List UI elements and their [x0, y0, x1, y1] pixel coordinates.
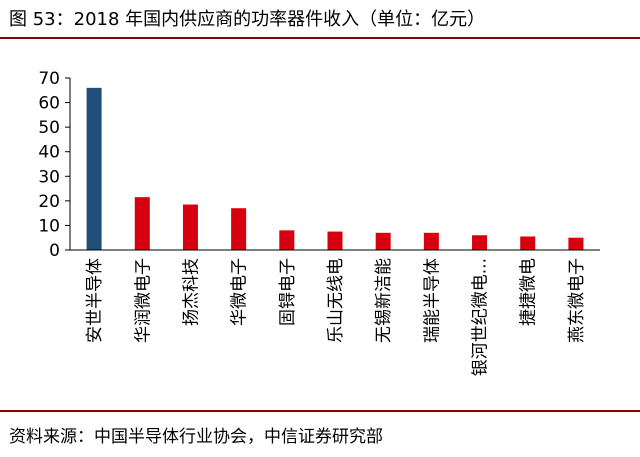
x-axis: 安世半导体 华润微电子 扬杰科技 华微电子 固锝电子 乐山无线电 无锡新洁能 瑞能半导体 银河世…	[85, 258, 587, 376]
y-tick-label: 0	[49, 241, 60, 261]
y-tick-label: 70	[38, 69, 60, 89]
y-tick-label: 60	[38, 94, 60, 114]
title-divider	[0, 37, 640, 39]
bar-series	[86, 87, 584, 250]
x-tick-label: 华润微电子	[133, 258, 153, 343]
x-tick-label: 无锡新洁能	[374, 258, 394, 343]
source-note: 资料来源：中国半导体行业协会，中信证券研究部	[9, 427, 383, 447]
chart-title: 图 53：2018 年国内供应商的功率器件收入（单位：亿元）	[9, 9, 486, 30]
x-tick-label: 银河世纪微电...	[471, 258, 491, 376]
y-tick-label: 50	[38, 118, 60, 138]
x-tick-label: 乐山无线电	[326, 258, 346, 343]
bar	[231, 208, 247, 250]
x-tick-label: 扬杰科技	[181, 258, 201, 326]
x-tick-label: 华微电子	[230, 258, 250, 326]
bar	[182, 204, 198, 250]
bar	[86, 87, 102, 250]
y-tick-label: 30	[38, 167, 60, 187]
y-tick-label: 40	[38, 143, 60, 163]
bar	[568, 237, 584, 250]
x-tick-label: 安世半导体	[85, 258, 105, 343]
bar	[472, 235, 488, 250]
bar	[327, 231, 343, 250]
bar	[375, 232, 391, 250]
source-divider	[0, 410, 640, 412]
bar-chart: 0 10 20 30 40 50 60 70 安世半导体 华润微电子 扬杰科技 华微电子 固锝电子 乐山…	[38, 69, 600, 376]
bar	[423, 232, 439, 250]
bar	[134, 197, 150, 250]
x-tick-label: 固锝电子	[278, 258, 298, 326]
x-tick-label: 瑞能半导体	[422, 258, 442, 343]
x-tick-label: 捷捷微电	[519, 258, 539, 326]
y-tick-label: 10	[38, 216, 60, 236]
y-tick-label: 20	[38, 192, 60, 212]
bar	[520, 236, 536, 250]
axes	[69, 78, 600, 251]
y-axis: 0 10 20 30 40 50 60 70	[38, 69, 70, 261]
bar	[279, 230, 295, 250]
x-tick-label: 燕东微电子	[567, 258, 587, 343]
